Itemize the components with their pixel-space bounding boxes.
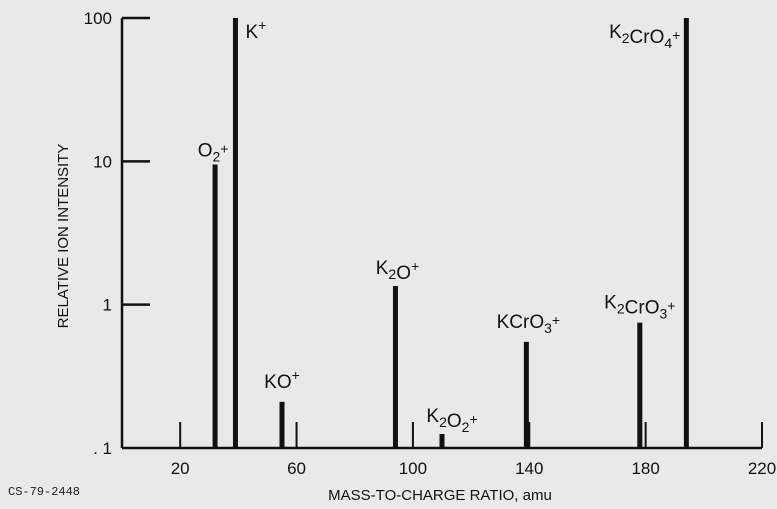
x-tick-label: 180 — [631, 459, 659, 478]
peak-label: K2CrO4+ — [609, 22, 680, 51]
y-tick-label: 10 — [93, 152, 112, 171]
x-tick-label: 20 — [171, 459, 190, 478]
x-tick-label: 140 — [515, 459, 543, 478]
peak-label: KO+ — [264, 367, 300, 393]
x-axis-title: MASS-TO-CHARGE RATIO, amu — [328, 487, 552, 504]
peak-label: O2+ — [198, 141, 229, 165]
x-tick-label: 220 — [748, 459, 776, 478]
peak-label: K+ — [245, 17, 266, 43]
peak-label: K2O2+ — [426, 406, 477, 435]
y-axis-title: RELATIVE ION INTENSITY — [55, 144, 72, 329]
peak-label: K2CrO3+ — [604, 293, 675, 322]
peak-label: K2O+ — [376, 258, 419, 284]
y-ticks: . 1 1 10 100 — [84, 9, 150, 458]
x-tick-label: 100 — [399, 459, 427, 478]
y-tick-label: 1 — [103, 296, 112, 315]
y-tick-label: . 1 — [93, 439, 112, 458]
x-tick-label: 60 — [287, 459, 306, 478]
peak-labels: O2+ K+ KO+ K2O+ K2O2+ KCrO3+ K2CrO3+ K2CrO4+ — [198, 17, 681, 435]
x-ticks: 20 60 100 140 180 220 — [171, 422, 776, 478]
y-tick-label: 100 — [84, 9, 112, 28]
peak-bars — [212, 18, 689, 448]
y-axis: . 1 1 10 100 — [84, 9, 150, 458]
figure-id: CS-79-2448 — [8, 485, 80, 499]
peak-label: KCrO3+ — [497, 312, 560, 336]
